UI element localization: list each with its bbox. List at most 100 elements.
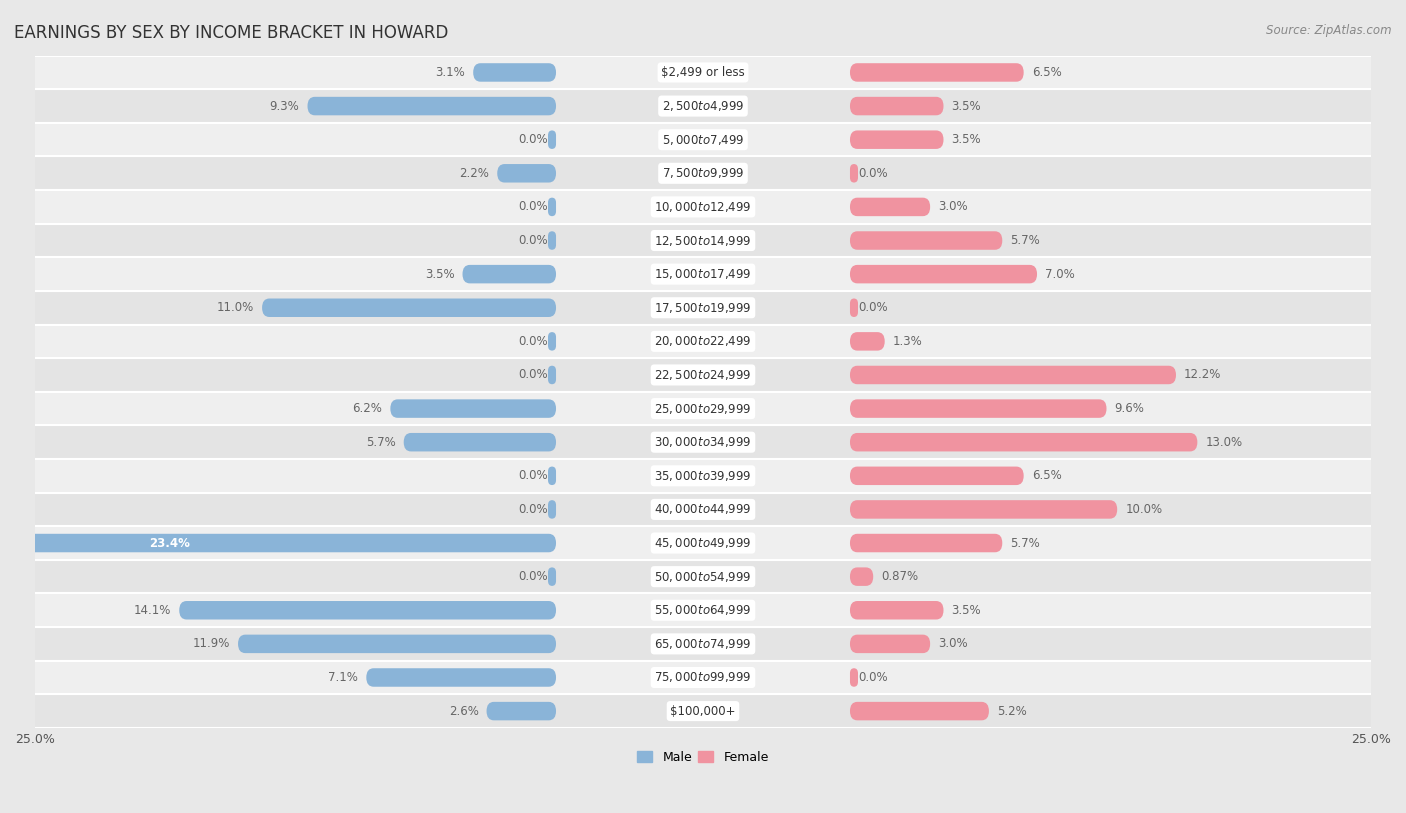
Text: 11.9%: 11.9% (193, 637, 231, 650)
Text: 5.7%: 5.7% (1011, 234, 1040, 247)
FancyBboxPatch shape (179, 601, 555, 620)
Bar (35, 89, 1371, 123)
Text: 0.0%: 0.0% (519, 133, 548, 146)
Text: $10,000 to $12,499: $10,000 to $12,499 (654, 200, 752, 214)
Text: 0.0%: 0.0% (858, 302, 887, 315)
FancyBboxPatch shape (851, 500, 1118, 519)
FancyBboxPatch shape (851, 198, 931, 216)
FancyBboxPatch shape (851, 231, 1002, 250)
Text: 7.1%: 7.1% (329, 671, 359, 684)
FancyBboxPatch shape (548, 366, 555, 385)
Text: 6.5%: 6.5% (1032, 66, 1062, 79)
Text: 0.0%: 0.0% (519, 201, 548, 213)
FancyBboxPatch shape (404, 433, 555, 451)
Text: 3.0%: 3.0% (938, 637, 967, 650)
FancyBboxPatch shape (851, 534, 1002, 552)
FancyBboxPatch shape (851, 668, 858, 687)
Text: 0.0%: 0.0% (858, 671, 887, 684)
Text: 2.2%: 2.2% (460, 167, 489, 180)
FancyBboxPatch shape (548, 567, 555, 586)
FancyBboxPatch shape (548, 500, 555, 519)
Text: $25,000 to $29,999: $25,000 to $29,999 (654, 402, 752, 415)
Text: 5.7%: 5.7% (1011, 537, 1040, 550)
Bar (35, 425, 1371, 459)
Bar (35, 55, 1371, 89)
FancyBboxPatch shape (308, 97, 555, 115)
Text: $12,500 to $14,999: $12,500 to $14,999 (654, 233, 752, 247)
Text: 0.0%: 0.0% (519, 503, 548, 516)
FancyBboxPatch shape (486, 702, 555, 720)
FancyBboxPatch shape (498, 164, 555, 183)
FancyBboxPatch shape (548, 467, 555, 485)
Text: $75,000 to $99,999: $75,000 to $99,999 (654, 671, 752, 685)
Bar (35, 359, 1371, 392)
FancyBboxPatch shape (851, 97, 943, 115)
Bar (35, 493, 1371, 526)
Text: $30,000 to $34,999: $30,000 to $34,999 (654, 435, 752, 450)
Text: $20,000 to $22,499: $20,000 to $22,499 (654, 334, 752, 348)
Bar (35, 156, 1371, 190)
Text: 0.0%: 0.0% (519, 368, 548, 381)
Text: 23.4%: 23.4% (149, 537, 190, 550)
Legend: Male, Female: Male, Female (633, 746, 773, 769)
Text: 10.0%: 10.0% (1125, 503, 1163, 516)
FancyBboxPatch shape (0, 534, 555, 552)
FancyBboxPatch shape (851, 433, 1198, 451)
FancyBboxPatch shape (548, 231, 555, 250)
Text: $65,000 to $74,999: $65,000 to $74,999 (654, 637, 752, 651)
Text: 3.0%: 3.0% (938, 201, 967, 213)
Bar (35, 526, 1371, 560)
FancyBboxPatch shape (548, 333, 555, 350)
Text: $7,500 to $9,999: $7,500 to $9,999 (662, 167, 744, 180)
FancyBboxPatch shape (851, 567, 873, 586)
FancyBboxPatch shape (851, 333, 884, 350)
FancyBboxPatch shape (851, 130, 943, 149)
Text: 11.0%: 11.0% (217, 302, 254, 315)
FancyBboxPatch shape (851, 366, 1175, 385)
Text: 1.3%: 1.3% (893, 335, 922, 348)
FancyBboxPatch shape (851, 298, 858, 317)
FancyBboxPatch shape (262, 298, 555, 317)
FancyBboxPatch shape (548, 130, 555, 149)
FancyBboxPatch shape (238, 635, 555, 653)
Text: 3.5%: 3.5% (425, 267, 454, 280)
Text: 6.5%: 6.5% (1032, 469, 1062, 482)
Text: 3.5%: 3.5% (952, 133, 981, 146)
FancyBboxPatch shape (548, 198, 555, 216)
Text: $5,000 to $7,499: $5,000 to $7,499 (662, 133, 744, 146)
Text: Source: ZipAtlas.com: Source: ZipAtlas.com (1267, 24, 1392, 37)
Text: 7.0%: 7.0% (1045, 267, 1074, 280)
Bar (35, 224, 1371, 258)
Bar (35, 190, 1371, 224)
Text: 13.0%: 13.0% (1205, 436, 1243, 449)
Bar (35, 593, 1371, 627)
Text: 0.0%: 0.0% (858, 167, 887, 180)
FancyBboxPatch shape (367, 668, 555, 687)
FancyBboxPatch shape (851, 265, 1038, 284)
Bar (35, 324, 1371, 359)
Text: $55,000 to $64,999: $55,000 to $64,999 (654, 603, 752, 617)
Text: 9.3%: 9.3% (270, 99, 299, 112)
Bar (35, 123, 1371, 156)
Text: $22,500 to $24,999: $22,500 to $24,999 (654, 368, 752, 382)
Bar (35, 258, 1371, 291)
Text: $17,500 to $19,999: $17,500 to $19,999 (654, 301, 752, 315)
Text: $45,000 to $49,999: $45,000 to $49,999 (654, 536, 752, 550)
Bar (35, 459, 1371, 493)
Bar (35, 392, 1371, 425)
Text: $35,000 to $39,999: $35,000 to $39,999 (654, 469, 752, 483)
Text: $50,000 to $54,999: $50,000 to $54,999 (654, 570, 752, 584)
Text: 12.2%: 12.2% (1184, 368, 1222, 381)
Text: 0.0%: 0.0% (519, 469, 548, 482)
Text: $2,500 to $4,999: $2,500 to $4,999 (662, 99, 744, 113)
FancyBboxPatch shape (851, 601, 943, 620)
Bar (35, 291, 1371, 324)
FancyBboxPatch shape (851, 164, 858, 183)
Text: $2,499 or less: $2,499 or less (661, 66, 745, 79)
Text: 6.2%: 6.2% (353, 402, 382, 415)
Text: 0.0%: 0.0% (519, 570, 548, 583)
FancyBboxPatch shape (851, 63, 1024, 81)
Text: 3.5%: 3.5% (952, 99, 981, 112)
Bar (35, 694, 1371, 728)
FancyBboxPatch shape (463, 265, 555, 284)
